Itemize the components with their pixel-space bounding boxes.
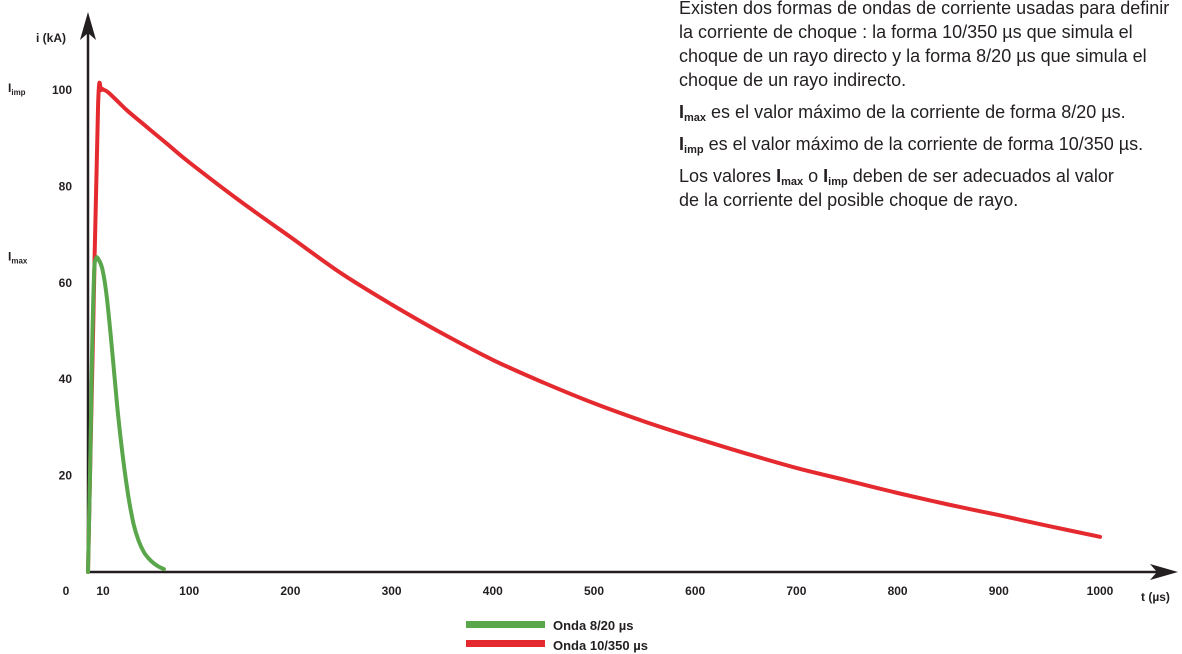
legend-swatch-10-350 [466,640,545,647]
intro-line: Existen dos formas de ondas de corriente… [679,0,1170,18]
x-tick-label: 100 [179,584,199,598]
x-tick-label: 700 [786,584,806,598]
imax-symbol: I [679,102,685,122]
y-tick-label: 100 [52,83,72,97]
values-note-line-2: de la corriente del posible choque de ra… [679,190,1019,210]
y-tick-label: 40 [59,372,73,386]
legend: Onda 8/20 µs Onda 10/350 µs [466,618,648,653]
legend-label-10-350: Onda 10/350 µs [553,638,648,653]
values-mid: o [803,166,824,186]
imax-text: es el valor máximo de la corriente de fo… [706,102,1126,122]
x-tick-label: 1000 [1087,584,1114,598]
series-lines [86,80,1102,574]
intro-line: la corriente de choque : la forma 10/350… [679,22,1133,42]
x-tick-label: 10 [96,584,110,598]
y-axis-title: i (kA) [36,31,66,45]
intro-line: choque de un rayo directo y la forma 8/2… [679,46,1147,66]
x-tick-label: 900 [989,584,1009,598]
y-marker-max: Imax [8,250,28,266]
iimp-text: es el valor máximo de la corriente de fo… [703,134,1144,154]
values-note: Los valores Imax o Iimp deben de ser ade… [679,164,1182,212]
y-tick-label: 60 [59,276,73,290]
y-tick-label: 80 [59,179,73,193]
values-subscript-1: max [781,176,804,188]
values-suffix: deben de ser adecuados al valor [847,166,1114,186]
x-tick-label: 600 [685,584,705,598]
description-intro: Existen dos formas de ondas de corriente… [679,0,1182,92]
y-marker-labels: Iimp Imax [8,81,28,266]
legend-label-8-20: Onda 8/20 µs [553,618,633,633]
x-tick-label: 800 [888,584,908,598]
iimp-subscript: imp [684,144,704,156]
values-prefix: Los valores [679,166,777,186]
description-text: Existen dos formas de ondas de corriente… [679,0,1182,220]
values-note-line-1: Los valores Imax o Iimp deben de ser ade… [679,164,1182,188]
x-tick-label: 300 [382,584,402,598]
values-symbol-2: I [823,166,829,186]
imax-subscript: max [684,112,707,124]
series-line-8-20 [86,255,166,574]
legend-swatch-8-20 [466,621,545,628]
x-tick-label: 500 [584,584,604,598]
imax-definition: Imax es el valor máximo de la corriente … [679,100,1182,124]
y-axis-arrow-icon [80,12,96,40]
x-axis-arrow-icon [1150,564,1178,580]
y-marker-imp: Iimp [8,81,26,97]
iimp-definition: Iimp es el valor máximo de la corriente … [679,132,1182,156]
values-subscript-2: imp [828,176,848,188]
values-symbol-1: I [776,166,782,186]
x-axis-title: t (µs) [1141,590,1170,604]
iimp-symbol: I [679,134,685,154]
x-tick-label: 0 [63,584,70,598]
tick-labels: 0 10 100 200 300 400 500 600 700 800 900 1000 20 40 60… [52,83,1114,598]
x-tick-label: 400 [483,584,503,598]
intro-line: choque de un rayo indirecto. [679,70,907,90]
x-tick-label: 200 [280,584,300,598]
y-tick-label: 20 [59,469,73,483]
series-line-10-350 [86,80,1102,574]
